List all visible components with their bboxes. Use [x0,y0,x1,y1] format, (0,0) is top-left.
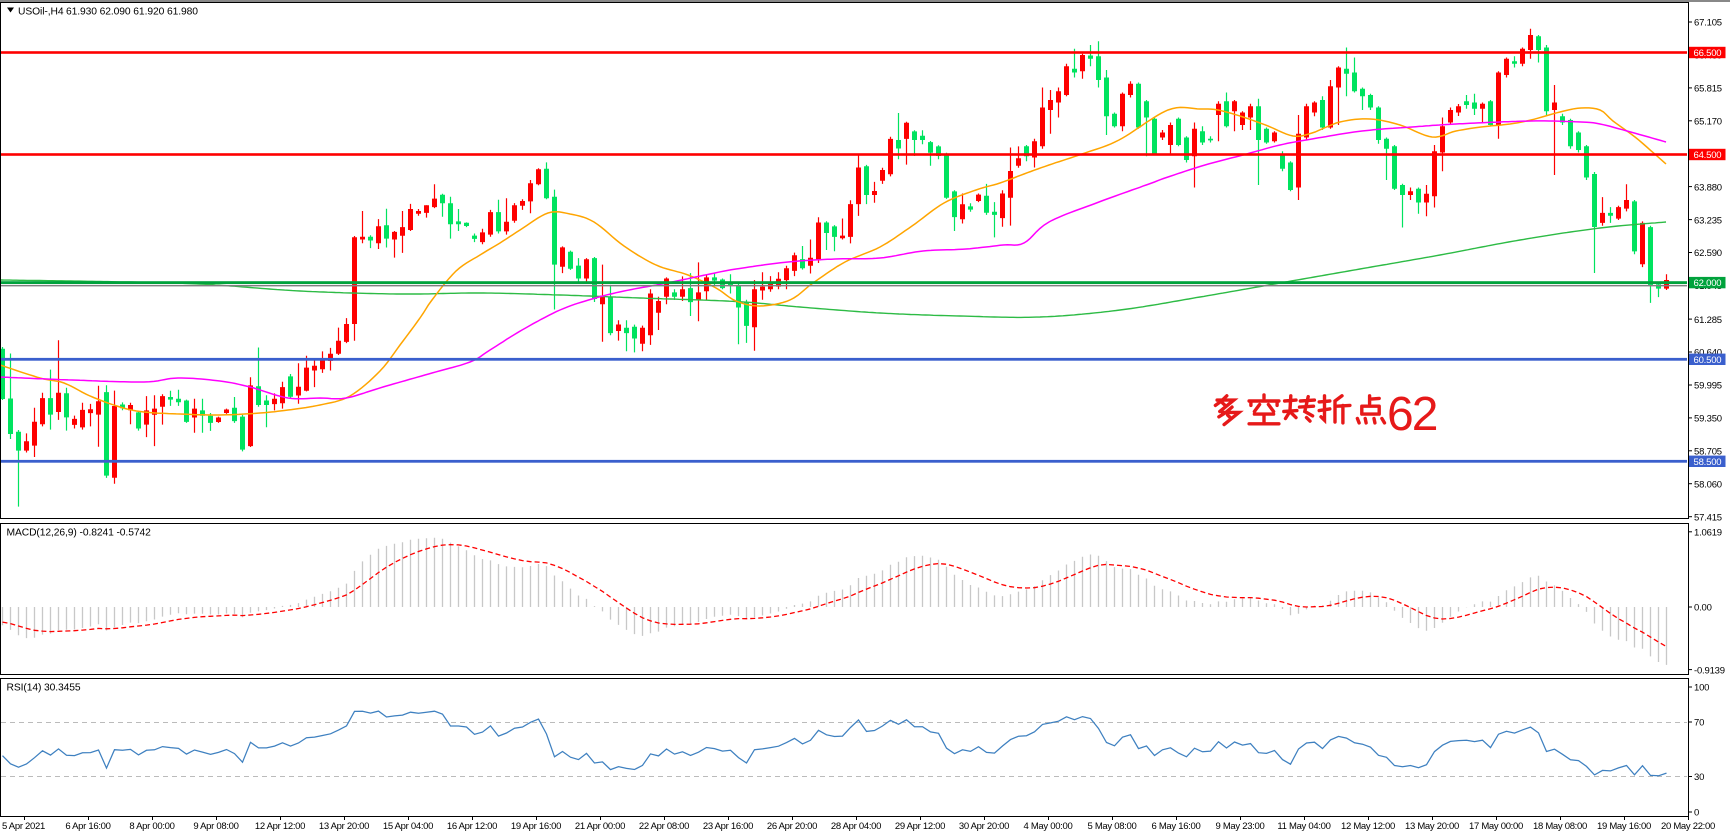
svg-text:15 Apr 04:00: 15 Apr 04:00 [383,821,433,832]
svg-text:62.590: 62.590 [1694,248,1722,259]
svg-text:12 May 12:00: 12 May 12:00 [1341,821,1395,832]
svg-text:61.285: 61.285 [1694,315,1722,326]
svg-text:63.235: 63.235 [1694,215,1722,226]
svg-text:19 Apr 16:00: 19 Apr 16:00 [511,821,561,832]
svg-text:0: 0 [1694,808,1699,819]
svg-text:58.060: 58.060 [1694,479,1722,490]
svg-text:17 May 00:00: 17 May 00:00 [1469,821,1523,832]
svg-text:65.170: 65.170 [1694,117,1722,128]
svg-text:9 Apr 08:00: 9 Apr 08:00 [193,821,238,832]
svg-text:61.930 62.090 61.920 61.980: 61.930 62.090 61.920 61.980 [66,7,198,18]
svg-text:60.500: 60.500 [1694,355,1722,366]
svg-text:-0.9139: -0.9139 [1694,665,1725,676]
svg-text:64.500: 64.500 [1694,150,1722,161]
svg-text:58.705: 58.705 [1694,447,1722,458]
svg-text:30: 30 [1694,772,1704,783]
svg-text:8 Apr 00:00: 8 Apr 00:00 [129,821,174,832]
svg-text:0.00: 0.00 [1694,603,1712,614]
svg-text:5 Apr 2021: 5 Apr 2021 [2,821,45,832]
svg-text:11 May 04:00: 11 May 04:00 [1277,821,1330,832]
svg-text:29 Apr 12:00: 29 Apr 12:00 [895,821,945,832]
svg-text:30 Apr 20:00: 30 Apr 20:00 [959,821,1009,832]
svg-text:13 May 20:00: 13 May 20:00 [1405,821,1459,832]
svg-text:66.500: 66.500 [1694,48,1722,59]
svg-text:26 Apr 20:00: 26 Apr 20:00 [767,821,817,832]
svg-text:23 Apr 16:00: 23 Apr 16:00 [703,821,753,832]
svg-text:6 Apr 16:00: 6 Apr 16:00 [65,821,110,832]
svg-text:65.815: 65.815 [1694,84,1722,95]
svg-text:63.880: 63.880 [1694,182,1722,193]
svg-text:20 May 22:00: 20 May 22:00 [1661,821,1715,832]
svg-text:13 Apr 20:00: 13 Apr 20:00 [319,821,369,832]
svg-text:RSI(14) 30.3455: RSI(14) 30.3455 [7,683,81,694]
svg-text:62: 62 [1387,388,1437,441]
svg-text:58.500: 58.500 [1694,457,1722,468]
svg-text:6 May 16:00: 6 May 16:00 [1152,821,1201,832]
svg-text:1.0619: 1.0619 [1694,528,1722,539]
svg-text:16 Apr 12:00: 16 Apr 12:00 [447,821,497,832]
svg-text:57.415: 57.415 [1694,512,1722,523]
svg-text:60.640: 60.640 [1694,348,1722,359]
svg-text:22 Apr 08:00: 22 Apr 08:00 [639,821,689,832]
svg-text:100: 100 [1694,683,1709,694]
svg-text:70: 70 [1694,718,1704,729]
svg-text:67.105: 67.105 [1694,18,1722,29]
svg-text:18 May 08:00: 18 May 08:00 [1533,821,1587,832]
svg-text:4 May 00:00: 4 May 00:00 [1024,821,1073,832]
svg-text:62.000: 62.000 [1694,278,1722,289]
svg-text:9 May 23:00: 9 May 23:00 [1216,821,1265,832]
svg-text:MACD(12,26,9) -0.8241 -0.5742: MACD(12,26,9) -0.8241 -0.5742 [7,528,152,539]
svg-text:19 May 16:00: 19 May 16:00 [1597,821,1651,832]
svg-text:12 Apr 12:00: 12 Apr 12:00 [255,821,305,832]
svg-text:59.350: 59.350 [1694,414,1722,425]
svg-text:USOil-,H4: USOil-,H4 [18,7,64,18]
svg-text:5 May 08:00: 5 May 08:00 [1088,821,1137,832]
svg-text:21 Apr 00:00: 21 Apr 00:00 [575,821,625,832]
svg-text:59.995: 59.995 [1694,381,1722,392]
svg-text:28 Apr 04:00: 28 Apr 04:00 [831,821,881,832]
